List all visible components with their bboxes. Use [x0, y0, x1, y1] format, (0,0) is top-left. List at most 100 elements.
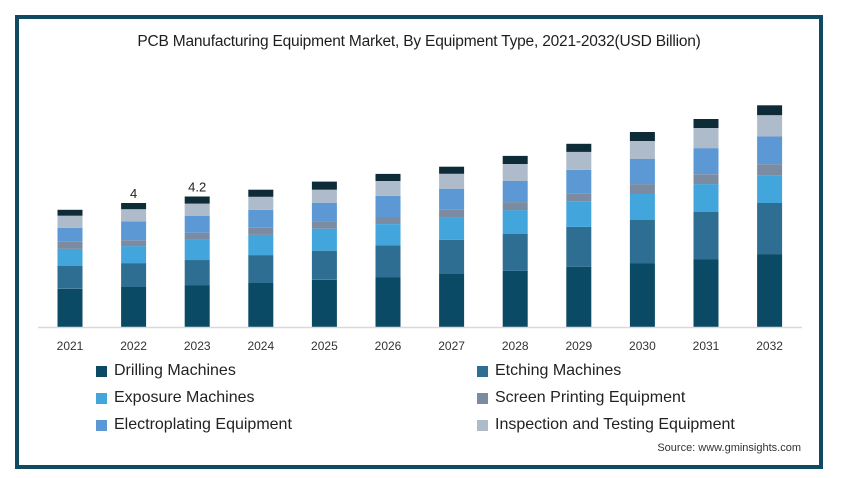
x-tick-labels: 2021 2022 2023 2024 2025 2026 2027 2028 2029 2030… — [57, 339, 784, 353]
bar-segment-screen-printing-equipment-2027 — [439, 209, 465, 218]
x-tick-label: 2029 — [565, 339, 592, 353]
bar-segment-other-2025 — [311, 181, 337, 190]
bar-segment-exposure-machines-2030 — [629, 194, 655, 220]
bar-segment-electroplating-equipment-2032 — [757, 136, 783, 165]
bar-segment-exposure-machines-2021 — [57, 248, 83, 266]
bar-segment-exposure-machines-2022 — [121, 246, 147, 264]
legend-swatch — [477, 419, 488, 431]
bar-segment-screen-printing-equipment-2026 — [375, 216, 401, 224]
bar-segment-inspection-and-testing-equipment-2021 — [57, 215, 83, 228]
legend-label: Etching Machines — [495, 362, 622, 379]
legend-label: Electroplating Equipment — [114, 416, 292, 433]
bar-segment-electroplating-equipment-2024 — [248, 209, 274, 228]
bar-segment-screen-printing-equipment-2031 — [693, 174, 719, 185]
bar-segment-drilling-machines-2025 — [311, 279, 337, 327]
bar-stack-2029 — [566, 143, 592, 327]
bar-segment-etching-machines-2021 — [57, 265, 83, 289]
bar-segment-inspection-and-testing-equipment-2028 — [502, 163, 528, 181]
bar-segment-screen-printing-equipment-2032 — [757, 164, 783, 175]
bar-segment-other-2023 — [184, 196, 210, 204]
bar-segment-screen-printing-equipment-2029 — [566, 193, 592, 202]
bar-segment-screen-printing-equipment-2023 — [184, 232, 210, 240]
bar-segment-other-2026 — [375, 173, 401, 181]
bar-segment-etching-machines-2026 — [375, 245, 401, 278]
bar-segment-screen-printing-equipment-2022 — [121, 240, 147, 247]
bar-segment-electroplating-equipment-2023 — [184, 215, 210, 233]
bar-segment-exposure-machines-2031 — [693, 184, 719, 212]
bar-segment-electroplating-equipment-2028 — [502, 181, 528, 203]
bar-stack-2022 — [121, 203, 147, 327]
bar-segment-exposure-machines-2023 — [184, 239, 210, 261]
bar-segment-inspection-and-testing-equipment-2030 — [629, 141, 655, 159]
bar-segment-inspection-and-testing-equipment-2022 — [121, 209, 147, 222]
x-tick-label: 2028 — [502, 339, 529, 353]
x-tick-label: 2032 — [756, 339, 783, 353]
bar-segment-exposure-machines-2024 — [248, 234, 274, 256]
bar-segment-etching-machines-2028 — [502, 234, 528, 271]
bar-segment-etching-machines-2027 — [439, 239, 465, 274]
bar-segment-inspection-and-testing-equipment-2031 — [693, 128, 719, 149]
bar-segment-electroplating-equipment-2021 — [57, 227, 83, 242]
bar-segment-screen-printing-equipment-2025 — [311, 221, 337, 229]
legend-label: Inspection and Testing Equipment — [495, 416, 735, 433]
bar-segment-other-2028 — [502, 155, 528, 164]
bar-segment-screen-printing-equipment-2024 — [248, 227, 274, 235]
bar-stack-2027 — [439, 166, 465, 327]
x-tick-label: 2031 — [693, 339, 720, 353]
chart-title: PCB Manufacturing Equipment Market, By E… — [137, 33, 701, 50]
source-note: Source: www.gminsights.com — [657, 442, 801, 454]
bar-segment-electroplating-equipment-2025 — [311, 202, 337, 222]
bar-segment-electroplating-equipment-2026 — [375, 195, 401, 217]
bar-segment-other-2032 — [757, 105, 783, 116]
bar-segment-electroplating-equipment-2027 — [439, 188, 465, 210]
bar-segment-etching-machines-2030 — [629, 220, 655, 264]
bar-stack-2031 — [693, 119, 719, 327]
chart-frame: PCB Manufacturing Equipment Market, By E… — [15, 15, 823, 469]
x-tick-label: 2027 — [438, 339, 465, 353]
x-tick-label: 2026 — [375, 339, 402, 353]
x-tick-label: 2021 — [57, 339, 84, 353]
bar-segment-exposure-machines-2026 — [375, 224, 401, 246]
bar-segment-other-2030 — [629, 132, 655, 141]
bar-segment-drilling-machines-2023 — [184, 285, 210, 327]
legend-swatch — [96, 419, 107, 431]
bar-segment-other-2031 — [693, 119, 719, 128]
x-tick-label: 2023 — [184, 339, 211, 353]
legend-swatch — [96, 365, 107, 377]
legend-item-drilling-machines: Drilling Machines — [96, 362, 236, 380]
bar-segment-other-2024 — [248, 189, 274, 197]
legend-item-etching-machines: Etching Machines — [477, 362, 621, 380]
bar-segment-screen-printing-equipment-2028 — [502, 202, 528, 211]
bar-segment-drilling-machines-2030 — [629, 263, 655, 327]
bar-segment-inspection-and-testing-equipment-2027 — [439, 173, 465, 189]
bar-stack-2024 — [248, 189, 274, 327]
x-tick-label: 2025 — [311, 339, 338, 353]
bar-segment-etching-machines-2029 — [566, 226, 592, 267]
bar-segment-exposure-machines-2025 — [311, 228, 337, 251]
x-tick-label: 2024 — [247, 339, 274, 353]
legend-label: Screen Printing Equipment — [495, 389, 686, 406]
legend-label: Drilling Machines — [114, 362, 236, 379]
bar-segment-electroplating-equipment-2022 — [121, 221, 147, 241]
bar-segment-etching-machines-2022 — [121, 263, 147, 287]
bar-segment-exposure-machines-2028 — [502, 210, 528, 234]
bar-segment-etching-machines-2031 — [693, 212, 719, 260]
legend-label: Exposure Machines — [114, 389, 255, 406]
plot-area: 2021 2022 2023 2024 2025 2026 2027 2028 2029 2030… — [38, 105, 802, 353]
bar-segment-etching-machines-2032 — [757, 203, 783, 255]
legend-item-electroplating-equipment: Electroplating Equipment — [96, 416, 292, 434]
bar-stack-2026 — [375, 173, 401, 327]
bar-stack-2021 — [57, 209, 83, 327]
bar-segment-exposure-machines-2027 — [439, 217, 465, 240]
data-label-2023: 4.2 — [188, 180, 206, 195]
data-label-2022: 4 — [130, 186, 137, 201]
bar-stack-2030 — [629, 132, 655, 327]
bar-segment-screen-printing-equipment-2021 — [57, 241, 83, 249]
bar-segment-exposure-machines-2032 — [757, 175, 783, 203]
bar-segment-inspection-and-testing-equipment-2029 — [566, 151, 592, 170]
bar-segment-inspection-and-testing-equipment-2026 — [375, 181, 401, 196]
legend-item-inspection-and-testing-equipment: Inspection and Testing Equipment — [477, 416, 735, 434]
bar-segment-inspection-and-testing-equipment-2032 — [757, 115, 783, 137]
bar-segment-drilling-machines-2027 — [439, 274, 465, 327]
bar-segment-other-2021 — [57, 209, 83, 216]
